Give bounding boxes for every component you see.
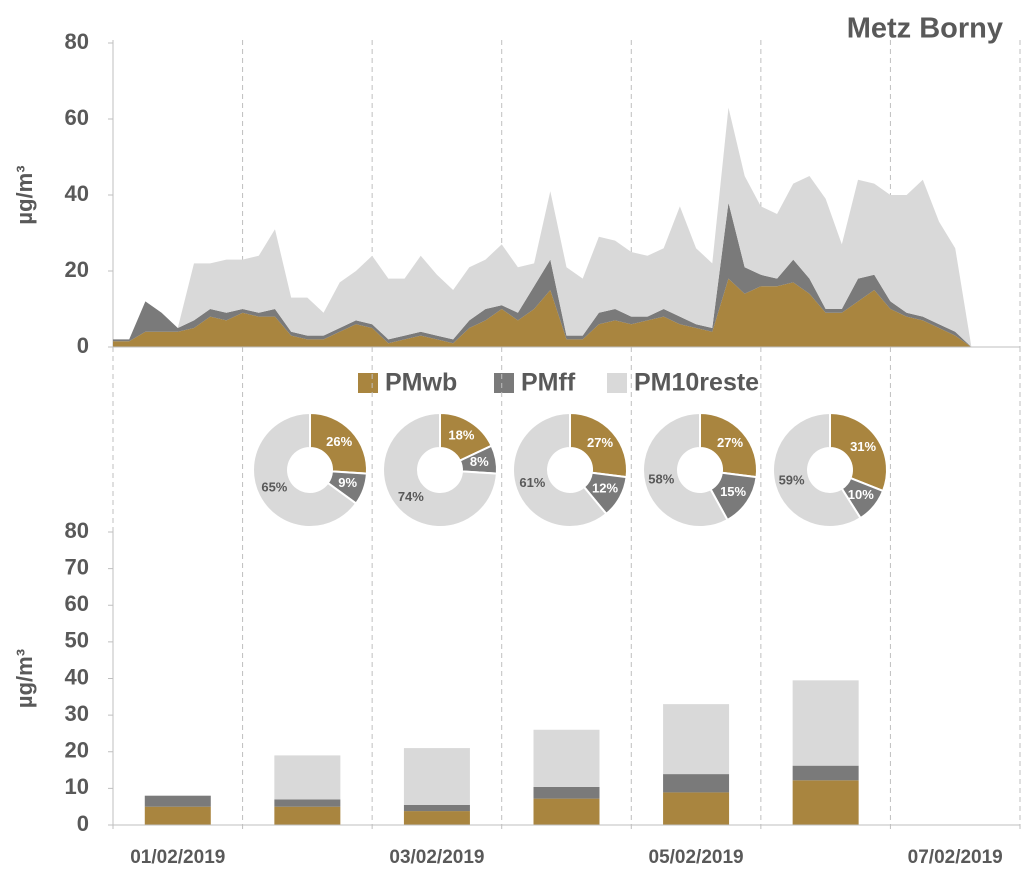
bar [274,806,341,825]
pie-label: 26% [326,434,352,449]
pie-slice [252,411,358,528]
pie-slice [512,411,608,528]
bar [533,798,600,825]
pie-label: 18% [448,428,474,443]
pie-slice [569,411,628,479]
y-tick-label: 40 [65,181,89,206]
bar [274,799,341,807]
bar [663,704,730,775]
pie-label: 10% [848,487,874,502]
pie-slice [772,411,862,528]
pie-slice [309,411,368,475]
y-tick-label: 0 [77,811,89,836]
bar [144,806,211,825]
bar [403,811,470,825]
y-tick-label: 0 [77,333,89,358]
legend-swatch [607,373,627,393]
bar [403,748,470,805]
y-tick-label: 10 [65,774,89,799]
x-tick-label: 03/02/2019 [389,847,484,868]
bar [533,786,600,799]
y-tick-label: 50 [65,628,89,653]
bar [792,765,859,781]
legend-swatch [358,373,378,393]
area [113,202,972,347]
bar [792,680,859,766]
pie-label: 65% [261,480,287,495]
y-tick-label: 20 [65,257,89,282]
pie-label: 58% [648,471,674,486]
x-tick-label: 01/02/2019 [130,847,225,868]
legend-label: PMff [521,369,576,397]
pie-label: 12% [592,481,618,496]
legend-label: PMwb [385,369,457,397]
y-tick-label: 60 [65,105,89,130]
pie-label: 27% [587,435,613,450]
pie-label: 61% [519,475,545,490]
pie-slice [642,411,729,528]
y-tick-label: 80 [65,29,89,54]
pie-label: 31% [850,439,876,454]
pie-label: 8% [470,454,489,469]
area [113,278,972,347]
legend-swatch [494,373,514,393]
bar [144,795,211,807]
pie-slice [382,411,498,528]
pie-slice [699,411,758,479]
pie-slice [829,411,888,493]
x-tick-label: 05/02/2019 [649,847,744,868]
bar [403,804,470,812]
bar [533,729,600,787]
chart-title: Metz Borny [847,13,1003,45]
x-tick-label: 07/02/2019 [908,847,1003,868]
y-tick-label: 60 [65,591,89,616]
legend-label: PM10reste [634,369,759,397]
bar [663,792,730,825]
pie-label: 27% [717,435,743,450]
area [113,107,972,347]
y-tick-label: 40 [65,664,89,689]
y-tick-label: 30 [65,701,89,726]
y-axis-label: µg/m³ [12,649,37,708]
pie-label: 15% [720,484,746,499]
y-tick-label: 80 [65,518,89,543]
y-tick-label: 70 [65,554,89,579]
pie-label: 9% [338,475,357,490]
bar [792,780,859,825]
pie-label: 59% [779,473,805,488]
bar [663,774,730,793]
pie-label: 74% [398,489,424,504]
y-axis-label: µg/m³ [12,165,37,224]
bar [274,755,341,800]
y-tick-label: 20 [65,738,89,763]
